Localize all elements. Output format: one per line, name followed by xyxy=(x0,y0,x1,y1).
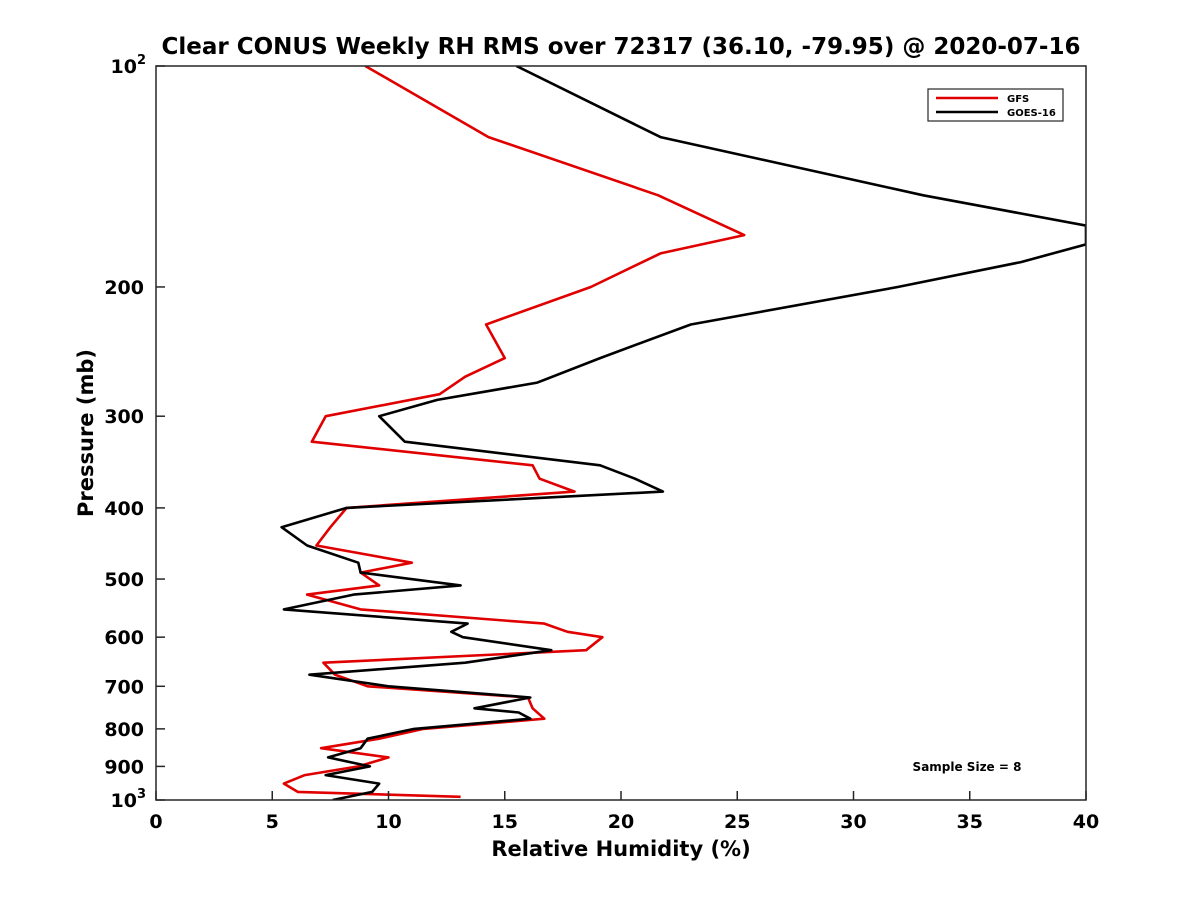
x-axis: 0 5 10 15 20 25 30 35 40 xyxy=(149,791,1099,833)
sample-size-annotation: Sample Size = 8 xyxy=(913,760,1022,774)
plot-area-frame xyxy=(155,65,1087,801)
x-tick-label: 40 xyxy=(1073,811,1099,833)
legend-box xyxy=(927,88,1064,122)
y-axis-label: Pressure (mb) xyxy=(74,349,98,517)
series-line-gfs xyxy=(282,66,746,799)
x-tick-label: 25 xyxy=(724,811,750,833)
plot-series xyxy=(280,66,1086,800)
x-tick-label: 10 xyxy=(375,811,401,833)
y-tick-label: 900 xyxy=(104,756,144,778)
y-tick-label: 800 xyxy=(104,719,144,741)
y-axis: 102 200 300 400 500 600 700 800 900 103 xyxy=(104,53,165,812)
legend-entry-label: GFS xyxy=(1007,94,1029,105)
y-tick-label: 102 xyxy=(111,53,147,78)
x-tick-label: 35 xyxy=(957,811,983,833)
x-tick-label: 30 xyxy=(840,811,866,833)
y-tick-label: 500 xyxy=(104,569,144,591)
y-tick-label: 103 xyxy=(111,787,147,812)
y-tick-label: 200 xyxy=(104,277,144,299)
x-tick-label: 20 xyxy=(608,811,634,833)
y-tick-label: 600 xyxy=(104,627,144,649)
legend: GFS GOES-16 xyxy=(927,88,1064,122)
x-tick-label: 15 xyxy=(492,811,518,833)
legend-entry-label: GOES-16 xyxy=(1007,108,1056,119)
series-line-goes-16 xyxy=(280,66,1086,800)
x-axis-label: Relative Humidity (%) xyxy=(491,837,750,861)
y-tick-label: 300 xyxy=(104,406,144,428)
x-tick-label: 5 xyxy=(266,811,279,833)
x-tick-label: 0 xyxy=(149,811,162,833)
chart-title: Clear CONUS Weekly RH RMS over 72317 (36… xyxy=(162,34,1081,60)
y-tick-label: 700 xyxy=(104,676,144,698)
y-tick-label: 400 xyxy=(104,498,144,520)
